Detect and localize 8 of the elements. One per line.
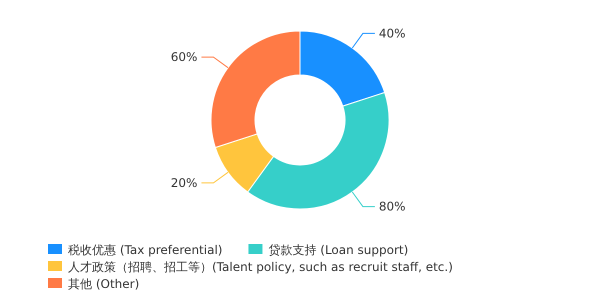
legend-label: 人才政策（招聘、招工等）(Talent policy, such as recruit staff, etc.) — [68, 260, 453, 274]
legend-label: 贷款支持 (Loan support) — [268, 243, 408, 257]
legend-label: 税收优惠 (Tax preferential) — [68, 243, 222, 257]
data-label: 60% — [170, 50, 198, 64]
data-label: 80% — [378, 200, 406, 214]
legend-label: 其他 (Other) — [68, 277, 140, 291]
data-label: 20% — [170, 176, 198, 190]
data-label: 40% — [378, 26, 406, 40]
